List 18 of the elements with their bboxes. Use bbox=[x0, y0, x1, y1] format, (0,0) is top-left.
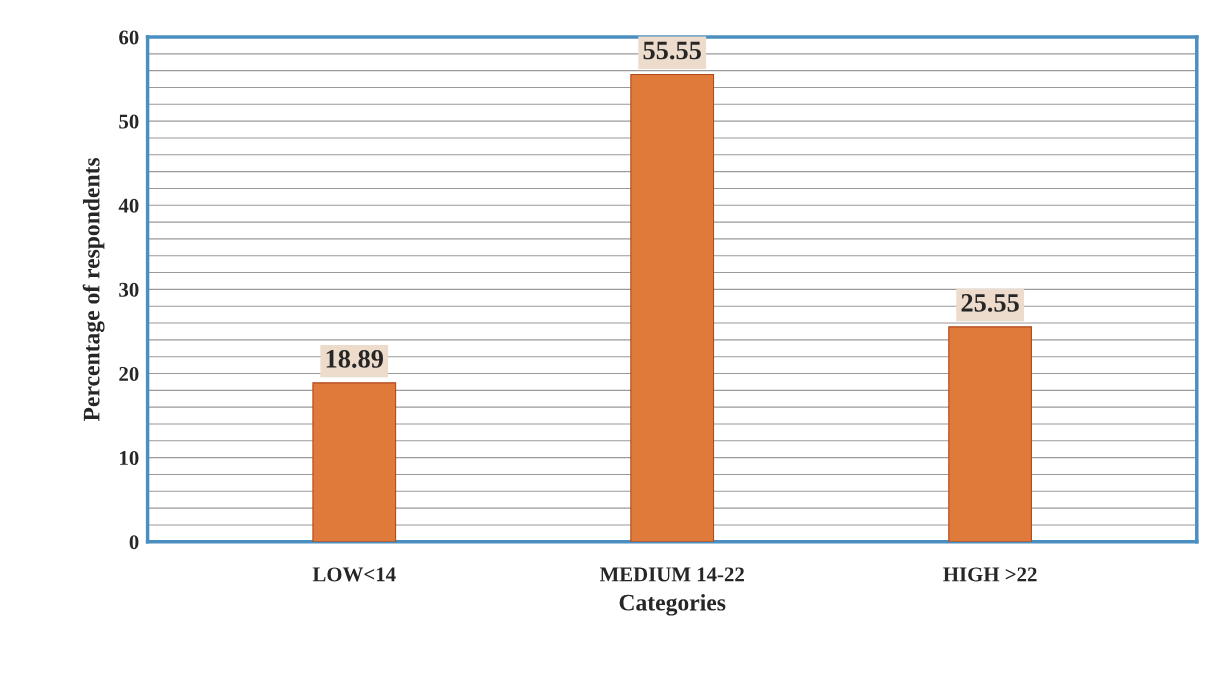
y-tick-label: 60 bbox=[119, 30, 139, 45]
x-axis-title: Categories bbox=[619, 593, 726, 616]
y-tick-label: 30 bbox=[119, 282, 139, 297]
y-tick-label: 0 bbox=[129, 535, 139, 550]
y-tick-label: 40 bbox=[118, 198, 139, 213]
data-label: 18.89 bbox=[326, 349, 383, 368]
bar bbox=[630, 73, 715, 542]
x-tick-label: LOW<14 bbox=[312, 567, 396, 582]
bar bbox=[312, 382, 397, 542]
y-tick-label: 50 bbox=[119, 114, 139, 129]
data-label: 55.55 bbox=[643, 41, 701, 60]
y-tick-label: 20 bbox=[119, 366, 139, 381]
bar bbox=[948, 326, 1033, 542]
y-axis-title: Percentage of respondents bbox=[82, 157, 105, 422]
x-tick-label: HIGH >22 bbox=[943, 567, 1037, 582]
x-tick-label: MEDIUM 14-22 bbox=[599, 567, 744, 582]
y-tick-label: 10 bbox=[120, 451, 139, 466]
data-label: 25.55 bbox=[961, 294, 1019, 312]
